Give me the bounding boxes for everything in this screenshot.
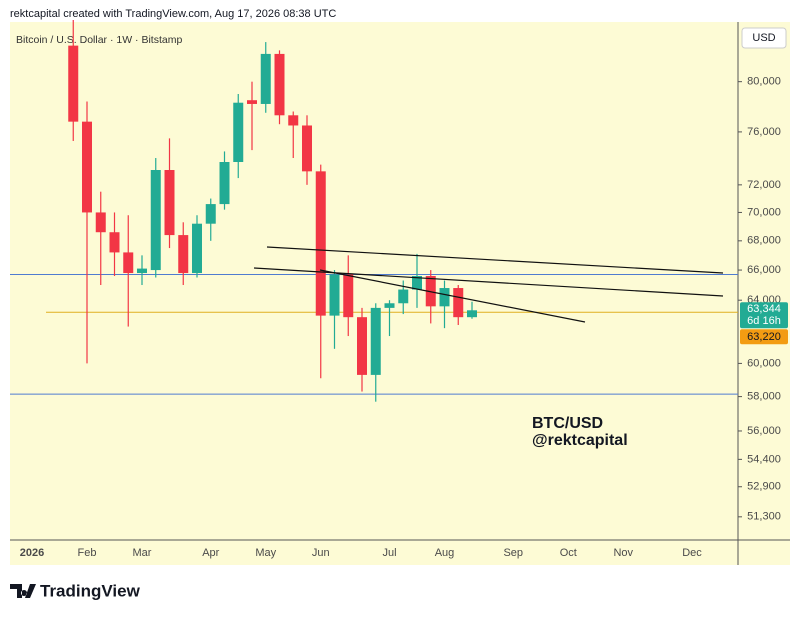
y-tick-label: 80,000 bbox=[747, 76, 781, 88]
line-price-label: 63,220 bbox=[747, 331, 781, 343]
x-tick-label: 2026 bbox=[20, 547, 44, 559]
candle-body bbox=[178, 235, 189, 274]
candle-body bbox=[274, 53, 285, 116]
candle-body bbox=[123, 252, 134, 274]
y-tick-label: 68,000 bbox=[747, 235, 781, 247]
y-tick-label: 76,000 bbox=[747, 126, 781, 138]
x-tick-label: Jun bbox=[312, 547, 330, 559]
candle-body bbox=[205, 204, 216, 224]
annotation: BTC/USD bbox=[532, 415, 603, 432]
plot: 80,00076,00072,00070,00068,00066,00064,0… bbox=[10, 20, 781, 559]
y-tick-label: 51,300 bbox=[747, 511, 781, 523]
x-tick-label: Aug bbox=[435, 547, 455, 559]
candle-body bbox=[150, 170, 161, 271]
candle-body bbox=[233, 102, 244, 163]
chart-title: Bitcoin / U.S. Dollar · 1W · Bitstamp bbox=[16, 34, 182, 46]
candle-body bbox=[95, 212, 106, 233]
y-tick-label: 66,000 bbox=[747, 264, 781, 276]
y-tick-label: 70,000 bbox=[747, 206, 781, 218]
candle-body bbox=[384, 303, 395, 308]
brand: TradingView bbox=[40, 581, 141, 600]
header: rektcapital created with TradingView.com… bbox=[10, 8, 336, 20]
x-tick-label: Oct bbox=[560, 547, 577, 559]
x-tick-label: May bbox=[255, 547, 276, 559]
candle-body bbox=[453, 288, 464, 318]
candle-body bbox=[398, 289, 409, 304]
candle-body bbox=[302, 125, 312, 172]
candle-body bbox=[439, 288, 450, 307]
y-tick-label: 58,000 bbox=[747, 391, 781, 403]
x-tick-label: Feb bbox=[78, 547, 97, 559]
candle-body bbox=[357, 317, 367, 375]
x-tick-label: Jul bbox=[382, 547, 396, 559]
candle-body bbox=[82, 121, 92, 213]
logo: TradingView bbox=[10, 581, 141, 600]
candle-body bbox=[260, 53, 271, 104]
last-price-box bbox=[740, 302, 788, 329]
countdown: 6d 16h bbox=[747, 315, 781, 327]
candle-body bbox=[137, 268, 147, 274]
candle-body bbox=[370, 307, 381, 375]
candle-body bbox=[219, 162, 230, 205]
line-price-box bbox=[740, 329, 788, 345]
candle-body bbox=[192, 223, 202, 274]
candle-body bbox=[288, 115, 299, 126]
annotation: @rektcapital bbox=[532, 432, 628, 449]
candle-body bbox=[315, 171, 326, 316]
y-tick-label: 52,900 bbox=[747, 481, 781, 493]
x-tick-label: Sep bbox=[503, 547, 523, 559]
candle-body bbox=[164, 170, 175, 236]
currency-box bbox=[741, 27, 787, 49]
y-tick-label: 60,000 bbox=[747, 357, 781, 369]
candle-body bbox=[247, 100, 257, 104]
last-price-label: 63,344 bbox=[747, 303, 781, 315]
candle-body bbox=[343, 274, 354, 318]
candle-body bbox=[412, 276, 422, 290]
y-tick-label: 72,000 bbox=[747, 179, 781, 191]
candle-body bbox=[68, 45, 79, 122]
candle-body bbox=[467, 310, 477, 318]
logo-icon bbox=[10, 584, 36, 598]
x-tick-label: Dec bbox=[682, 547, 702, 559]
candle-body bbox=[109, 232, 120, 253]
y-tick-label: 56,000 bbox=[747, 425, 781, 437]
x-tick-label: Mar bbox=[133, 547, 152, 559]
candle-body bbox=[329, 274, 340, 316]
currency: USD bbox=[752, 32, 775, 44]
trendline bbox=[319, 269, 586, 323]
y-tick-label: 54,400 bbox=[747, 453, 781, 465]
trendline bbox=[266, 246, 724, 274]
x-tick-label: Apr bbox=[202, 547, 219, 559]
x-tick-label: Nov bbox=[613, 547, 633, 559]
